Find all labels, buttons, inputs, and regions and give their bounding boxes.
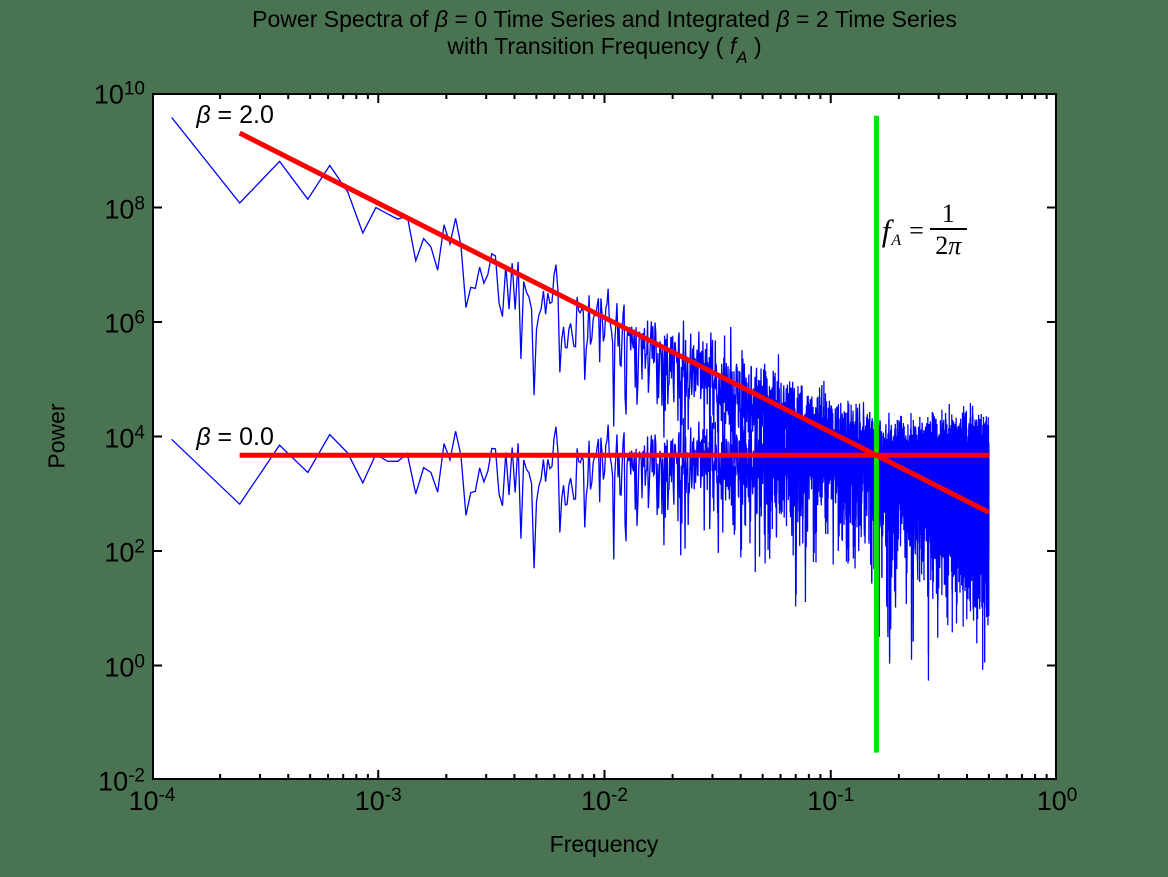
formula-f-subscript: A bbox=[891, 231, 902, 249]
title-f-variable: f bbox=[729, 33, 737, 59]
y-tick-label: 10-2 bbox=[98, 765, 145, 797]
y-tick-label: 106 bbox=[104, 307, 145, 339]
beta0-series-label: β = 0.0 bbox=[196, 423, 274, 452]
x-tick-label: 10-1 bbox=[807, 785, 855, 816]
beta0-spectrum-line bbox=[171, 400, 990, 657]
chart-title-line2: with Transition Frequency ( fA ) bbox=[447, 33, 762, 67]
formula-equals: = bbox=[909, 215, 924, 245]
beta2-series-label: β = 2.0 bbox=[196, 101, 274, 130]
plot-canvas bbox=[152, 93, 1057, 780]
formula-fraction: 1 2π bbox=[929, 200, 967, 261]
y-tick-label: 1010 bbox=[93, 78, 145, 110]
y-tick-label: 102 bbox=[104, 536, 145, 568]
x-axis-label: Frequency bbox=[549, 831, 659, 857]
formula-denominator: 2π bbox=[935, 231, 962, 261]
y-axis-label: Power bbox=[43, 403, 70, 469]
beta2-fit-line bbox=[238, 130, 991, 515]
y-tick-label: 104 bbox=[104, 422, 145, 453]
x-tick-label: 100 bbox=[1036, 785, 1078, 816]
chart-title-line1: Power Spectra of β = 0 Time Series and I… bbox=[252, 6, 957, 32]
x-tick-label: 10-3 bbox=[354, 785, 402, 816]
y-tick-label: 100 bbox=[104, 651, 145, 682]
x-tick-label: 10-4 bbox=[128, 785, 176, 816]
chart-title: Power Spectra of β = 0 Time Series and I… bbox=[132, 6, 1077, 67]
formula-f-variable: f bbox=[881, 212, 891, 248]
formula-numerator: 1 bbox=[929, 200, 967, 231]
x-tick-label: 10-2 bbox=[581, 785, 628, 816]
y-tick-label: 108 bbox=[104, 193, 145, 224]
beta2-spectrum-line bbox=[171, 116, 990, 681]
title-f-subscript: A bbox=[736, 48, 748, 67]
